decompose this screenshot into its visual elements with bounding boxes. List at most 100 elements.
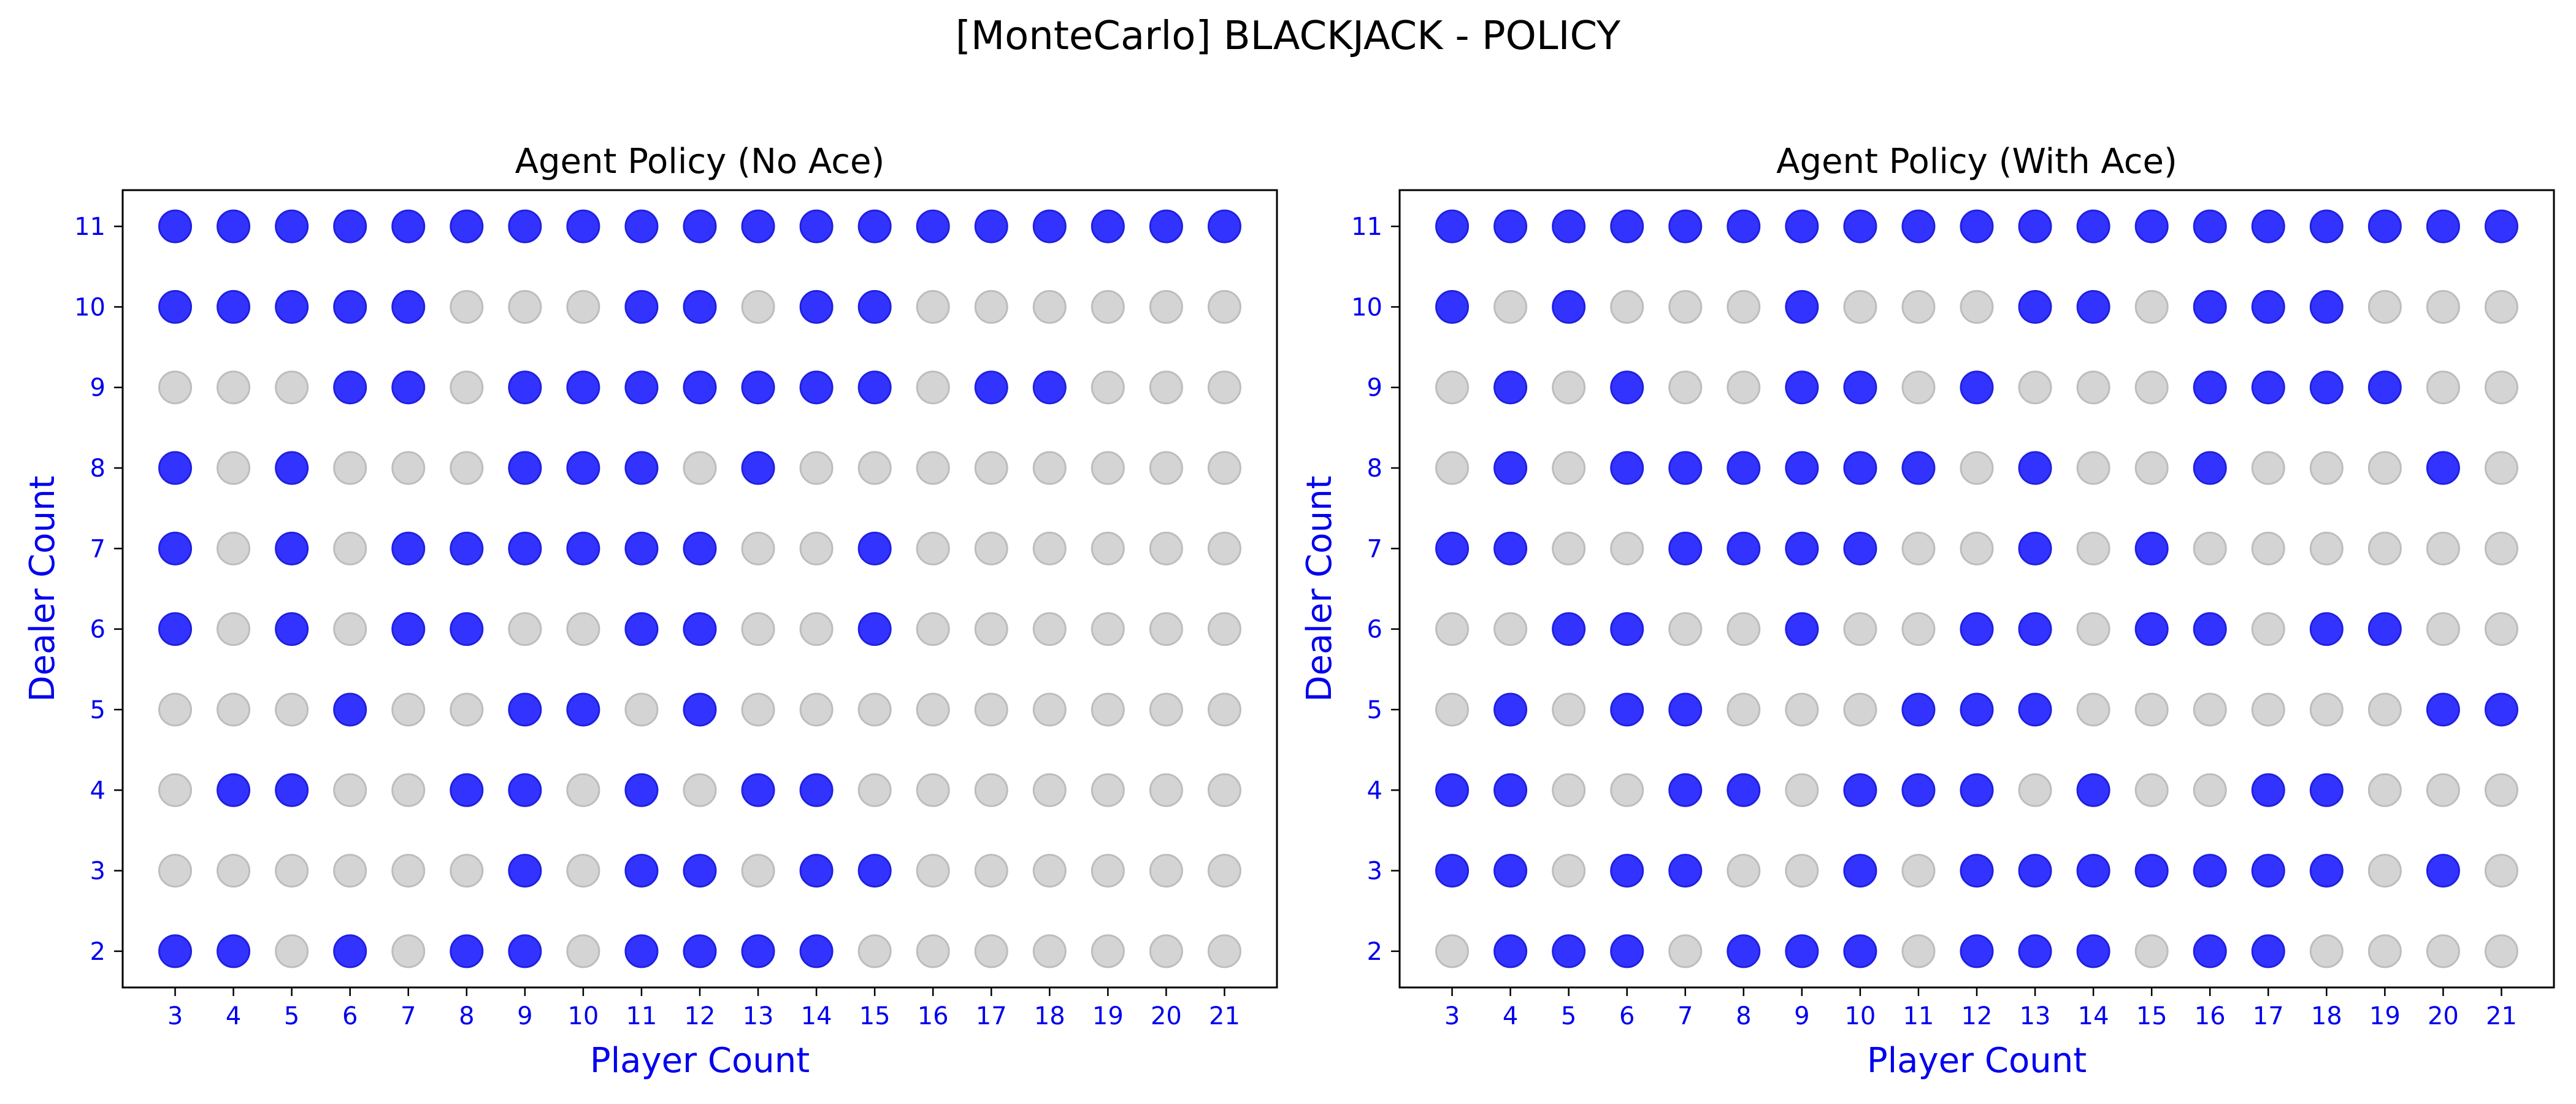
policy-dot-hit — [2426, 531, 2460, 565]
policy-dot-stick — [799, 370, 834, 405]
policy-dot-hit — [1091, 289, 1125, 324]
policy-dot-hit — [2251, 451, 2285, 485]
policy-dot-stick — [1727, 451, 1761, 485]
policy-dot-stick — [741, 773, 775, 807]
policy-dot-stick — [683, 531, 717, 565]
policy-dot-stick — [1727, 934, 1761, 968]
policy-dot-hit — [1901, 854, 1936, 888]
policy-dot-hit — [916, 289, 950, 324]
x-tick-label: 18 — [1034, 1002, 1065, 1030]
x-tick-label: 18 — [2311, 1002, 2342, 1030]
policy-dot-stick — [2367, 370, 2402, 405]
policy-dot-hit — [2484, 451, 2518, 485]
policy-dot-hit — [2076, 612, 2110, 646]
policy-dot-stick — [1843, 209, 1877, 243]
policy-dot-hit — [1960, 451, 1994, 485]
policy-dot-stick — [1435, 531, 1470, 565]
policy-dot-hit — [741, 692, 775, 727]
policy-dot-stick — [1960, 370, 1994, 405]
x-tick-label: 20 — [2428, 1002, 2459, 1030]
policy-dot-stick — [741, 209, 775, 243]
policy-dot-stick — [2367, 209, 2402, 243]
policy-dot-hit — [2309, 531, 2344, 565]
policy-dot-stick — [1727, 773, 1761, 807]
policy-dot-stick — [333, 370, 367, 405]
policy-dot-hit — [1435, 612, 1470, 646]
policy-dot-stick — [683, 209, 717, 243]
policy-dot-hit — [2251, 531, 2285, 565]
policy-dot-hit — [2484, 531, 2518, 565]
policy-dot-hit — [741, 531, 775, 565]
policy-dot-hit — [217, 854, 251, 888]
policy-dot-hit — [1493, 612, 1528, 646]
policy-dot-stick — [333, 934, 367, 968]
policy-dot-stick — [2018, 289, 2052, 324]
policy-dot-hit — [450, 854, 484, 888]
policy-dot-stick — [1668, 854, 1703, 888]
policy-dot-stick — [450, 531, 484, 565]
policy-dot-hit — [1960, 289, 1994, 324]
policy-dot-stick — [1901, 209, 1936, 243]
policy-dot-hit — [683, 451, 717, 485]
policy-dot-stick — [275, 531, 309, 565]
policy-dot-hit — [916, 370, 950, 405]
policy-dot-hit — [1207, 612, 1241, 646]
x-tick-label: 17 — [976, 1002, 1007, 1030]
policy-dot-stick — [1552, 289, 1586, 324]
x-tick-label: 5 — [1561, 1002, 1576, 1030]
policy-dot-stick — [566, 692, 600, 727]
chart-title: Agent Policy (No Ace) — [515, 142, 885, 182]
x-tick-label: 13 — [743, 1002, 774, 1030]
policy-dot-stick — [1552, 934, 1586, 968]
policy-dot-stick — [391, 289, 426, 324]
policy-dot-hit — [1032, 451, 1067, 485]
policy-dot-hit — [217, 531, 251, 565]
policy-dot-hit — [2134, 692, 2169, 727]
policy-dot-hit — [1091, 451, 1125, 485]
x-tick-label: 19 — [1092, 1002, 1124, 1030]
policy-dot-stick — [2309, 209, 2344, 243]
policy-dot-hit — [1610, 289, 1644, 324]
y-tick-label: 5 — [90, 696, 105, 724]
policy-dot-hit — [2484, 773, 2518, 807]
policy-dot-hit — [857, 692, 892, 727]
x-tick-label: 11 — [1903, 1002, 1934, 1030]
x-tick-label: 21 — [1209, 1002, 1240, 1030]
y-tick-label: 8 — [90, 454, 105, 483]
policy-dot-stick — [1843, 531, 1877, 565]
policy-dot-hit — [974, 854, 1008, 888]
policy-dot-hit — [2426, 934, 2460, 968]
policy-dot-hit — [741, 289, 775, 324]
policy-dot-hit — [1552, 854, 1586, 888]
policy-dot-stick — [1960, 934, 1994, 968]
policy-dot-hit — [1149, 612, 1183, 646]
policy-dot-stick — [275, 451, 309, 485]
policy-dot-hit — [2251, 612, 2285, 646]
policy-dot-stick — [450, 612, 484, 646]
y-tick-label: 2 — [90, 938, 105, 966]
policy-dot-stick — [2076, 854, 2110, 888]
policy-dot-hit — [1901, 934, 1936, 968]
policy-dot-stick — [1668, 209, 1703, 243]
policy-dot-stick — [508, 773, 542, 807]
y-tick-label: 8 — [1367, 454, 1382, 483]
y-tick-label: 9 — [90, 374, 105, 402]
policy-dot-stick — [2076, 209, 2110, 243]
policy-dot-hit — [1149, 934, 1183, 968]
policy-dot-hit — [566, 289, 600, 324]
policy-dot-stick — [624, 370, 659, 405]
x-tick-label: 10 — [1844, 1002, 1876, 1030]
policy-dot-stick — [1493, 209, 1528, 243]
policy-dot-stick — [158, 451, 193, 485]
policy-dot-stick — [1032, 209, 1067, 243]
policy-dot-hit — [450, 289, 484, 324]
policy-dot-stick — [566, 370, 600, 405]
policy-dot-stick — [275, 773, 309, 807]
policy-dot-hit — [974, 531, 1008, 565]
policy-dot-hit — [974, 612, 1008, 646]
policy-dot-stick — [799, 289, 834, 324]
x-tick-label: 3 — [1444, 1002, 1460, 1030]
policy-dot-stick — [2193, 370, 2227, 405]
policy-dot-stick — [799, 773, 834, 807]
policy-dot-hit — [916, 692, 950, 727]
